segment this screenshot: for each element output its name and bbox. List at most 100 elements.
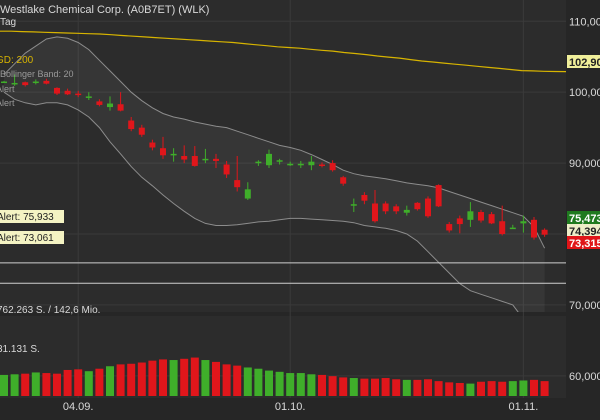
candle-body xyxy=(213,158,219,161)
upper-alert-label: Alert: 75,933 xyxy=(0,212,54,223)
candle-body xyxy=(541,229,548,235)
candle-body xyxy=(255,161,262,164)
price-tag-label: 73,315 xyxy=(569,238,600,250)
y-tick-label: 60,000 xyxy=(569,371,600,383)
volume-bar xyxy=(212,361,220,396)
volume-bar xyxy=(286,373,295,396)
plot-area xyxy=(0,0,566,312)
candle-body xyxy=(138,127,145,135)
bollinger-fill xyxy=(4,36,545,312)
candle-body xyxy=(361,195,368,201)
candle-body xyxy=(54,87,60,94)
candle-body xyxy=(297,163,304,166)
candle-body xyxy=(435,185,442,207)
volume-bar xyxy=(169,360,178,396)
volume-bar xyxy=(84,371,93,396)
volume-bar xyxy=(392,379,401,396)
volume-bar xyxy=(402,379,411,396)
candle-body xyxy=(488,214,495,224)
candle-body xyxy=(520,221,527,224)
volume-bar xyxy=(243,367,252,396)
y-tick-label: 90,000 xyxy=(569,158,600,170)
legend-lower-alert: Alert xyxy=(0,98,15,108)
volume-bars xyxy=(0,357,549,396)
volume-bar xyxy=(31,372,40,396)
volume-bar xyxy=(307,374,316,396)
bollinger-bands xyxy=(3,36,546,312)
volume-bar xyxy=(201,360,210,396)
candle-body xyxy=(149,142,156,148)
volume-bar xyxy=(10,374,19,396)
volume-bar xyxy=(42,373,51,396)
candle-body xyxy=(96,101,103,105)
candle-body xyxy=(64,90,71,95)
candle-body xyxy=(128,120,135,130)
lower-alert-label: Alert: 73,061 xyxy=(0,233,54,244)
y-tick-label: 100,000 xyxy=(569,87,600,99)
candle-body xyxy=(75,93,82,96)
candle-body xyxy=(467,211,474,220)
volume-bar xyxy=(53,373,61,396)
volume-bar xyxy=(540,381,549,396)
sma-200-line xyxy=(0,30,566,73)
candle-body xyxy=(403,209,410,213)
candle-body xyxy=(340,177,347,184)
legend-sma: GD: 200 xyxy=(0,55,34,66)
indicator-legend: GD: 200 Bollinger Band: 20 Alert Alert xyxy=(0,55,74,108)
volume-bar xyxy=(413,379,422,396)
lower-alert-box[interactable] xyxy=(0,231,64,244)
candle-body xyxy=(499,221,506,234)
volume-bar xyxy=(530,379,538,396)
interval-label: Tag xyxy=(0,17,16,28)
volume-bar xyxy=(508,381,517,396)
volume-bar xyxy=(74,369,83,396)
candle-body xyxy=(170,153,177,156)
chart-title: Westlake Chemical Corp. (A0B7ET) (WLK) xyxy=(0,4,209,16)
volume-bar xyxy=(424,379,432,396)
alert-labels[interactable]: Alert: 75,933 Alert: 73,061 xyxy=(0,210,64,244)
candle-body xyxy=(372,203,378,222)
candle-body xyxy=(22,82,29,86)
volume-bar xyxy=(487,381,496,396)
candle-body xyxy=(382,203,389,212)
volume-bar xyxy=(0,374,8,396)
volume-bar xyxy=(360,378,369,396)
volume-bar xyxy=(434,381,443,396)
price-tag-label: 102,90 xyxy=(569,57,600,69)
candle-body xyxy=(456,218,463,225)
price-tag-box xyxy=(567,55,600,68)
volume-bar xyxy=(318,374,326,396)
candle-body xyxy=(191,156,198,166)
volume-bar xyxy=(381,378,390,396)
volume-bar xyxy=(180,358,189,396)
volume-bar xyxy=(254,368,263,396)
candle-body xyxy=(32,81,39,84)
volume-bar xyxy=(190,357,199,396)
volume-bar xyxy=(265,370,273,396)
volume-legend: 762.263 S. / 142,6 Mio. 31.131 S. xyxy=(0,305,100,355)
volume-bar xyxy=(519,380,528,396)
candle-body xyxy=(85,96,92,98)
volume-bar xyxy=(116,364,125,396)
volume-bar xyxy=(222,364,231,396)
candle-body xyxy=(509,227,516,230)
candle-body xyxy=(266,153,272,166)
volume-bar xyxy=(106,366,114,396)
price-tag-label: 75,473 xyxy=(569,213,600,225)
candle-body xyxy=(234,180,241,188)
candle-body xyxy=(107,103,113,108)
x-tick-label: 04.09. xyxy=(63,401,94,413)
upper-alert-box[interactable] xyxy=(0,210,64,223)
candle-body xyxy=(319,164,325,167)
bollinger-upper-line xyxy=(3,36,546,249)
volume-bar xyxy=(63,369,72,396)
candle-body xyxy=(1,81,7,84)
x-tick-label: 01.10. xyxy=(275,401,306,413)
candle-body xyxy=(160,148,166,156)
candle-body xyxy=(276,160,283,162)
alert-lines xyxy=(0,262,566,284)
grid xyxy=(0,0,566,398)
candlesticks xyxy=(1,74,548,240)
candle-body xyxy=(223,164,230,175)
